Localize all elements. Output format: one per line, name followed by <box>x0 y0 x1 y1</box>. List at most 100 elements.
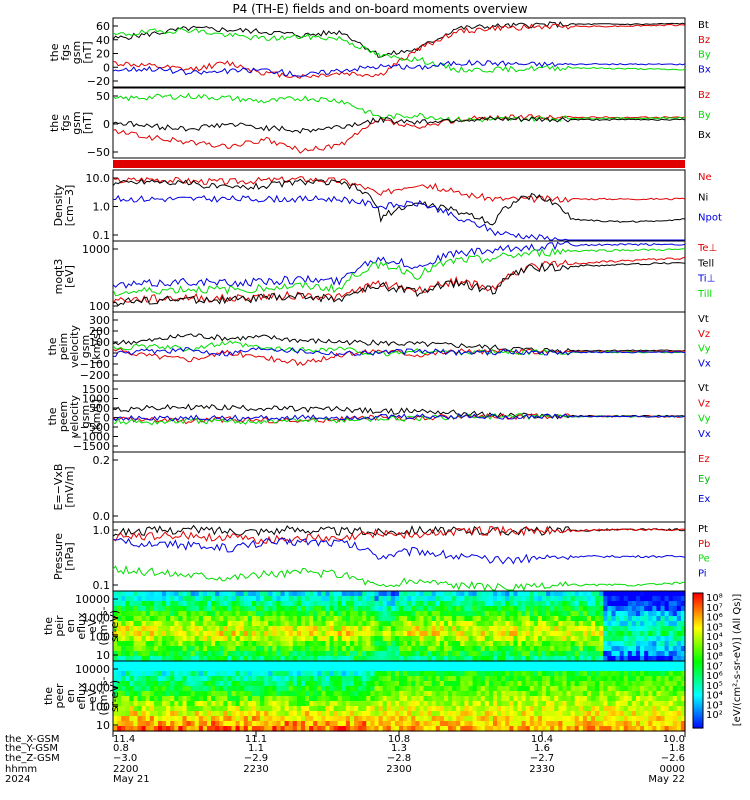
heatmap-cell <box>137 656 143 662</box>
heatmap-cell <box>162 626 167 632</box>
heatmap-cell <box>484 636 490 642</box>
heatmap-cell <box>174 721 179 727</box>
heatmap-cell <box>631 676 637 682</box>
heatmap-cell <box>305 626 310 632</box>
heatmap-cell <box>231 596 237 602</box>
heatmap-cell <box>595 591 600 597</box>
heatmap-cell <box>211 636 216 642</box>
heatmap-cell <box>272 656 278 662</box>
heatmap-cell <box>513 686 519 692</box>
heatmap-cell <box>178 696 184 702</box>
heatmap-cell <box>186 651 192 657</box>
heatmap-cell <box>354 701 359 707</box>
heatmap-cell <box>247 726 253 732</box>
heatmap-cell <box>394 616 400 622</box>
heatmap-cell <box>595 601 600 607</box>
heatmap-cell <box>317 631 322 637</box>
heatmap-cell <box>603 676 608 682</box>
heatmap-cell <box>223 656 228 662</box>
heatmap-cell <box>464 591 470 597</box>
heatmap-cell <box>599 651 604 657</box>
heatmap-cell <box>497 711 502 717</box>
heatmap-cell <box>268 636 273 642</box>
heatmap-cell <box>349 701 355 707</box>
heatmap-cell <box>668 661 674 667</box>
heatmap-cell <box>599 646 604 652</box>
heatmap-cell <box>570 671 576 677</box>
heatmap-cell <box>627 656 633 662</box>
heatmap-cell <box>235 591 241 597</box>
heatmap-cell <box>251 651 257 657</box>
heatmap-cell <box>349 616 355 622</box>
heatmap-cell <box>562 626 568 632</box>
heatmap-cell <box>456 611 461 617</box>
heatmap-cell <box>113 621 118 627</box>
heatmap-cell <box>133 711 139 717</box>
heatmap-cell <box>427 626 433 632</box>
colorbar-segment <box>693 597 703 601</box>
heatmap-cell <box>296 666 302 672</box>
heatmap-cell <box>349 591 355 597</box>
heatmap-cell <box>676 706 682 712</box>
heatmap-cell <box>631 686 637 692</box>
heatmap-cell <box>260 631 265 637</box>
heatmap-cell <box>640 591 645 597</box>
heatmap-cell <box>370 636 376 642</box>
heatmap-cell <box>296 701 302 707</box>
panel-frame <box>112 87 686 159</box>
heatmap-cell <box>627 721 633 727</box>
heatmap-cell <box>174 641 179 647</box>
heatmap-cell <box>484 596 490 602</box>
heatmap-cell <box>403 691 408 697</box>
heatmap-cell <box>227 671 233 677</box>
heatmap-cell <box>202 696 208 702</box>
heatmap-cell <box>468 591 474 597</box>
heatmap-cell <box>280 631 286 637</box>
heatmap-cell <box>599 716 604 722</box>
heatmap-cell <box>333 596 339 602</box>
heatmap-cell <box>198 701 204 707</box>
heatmap-cell <box>403 606 408 612</box>
heatmap-cell <box>497 656 502 662</box>
heatmap-cell <box>521 666 527 672</box>
heatmap-cell <box>260 646 265 652</box>
legend-entry: Ez <box>698 454 710 465</box>
heatmap-cell <box>264 621 269 627</box>
heatmap-cell <box>223 681 228 687</box>
heatmap-cell <box>501 656 506 662</box>
heatmap-cell <box>219 701 224 707</box>
heatmap-cell <box>476 646 482 652</box>
heatmap-cell <box>223 701 228 707</box>
heatmap-cell <box>595 651 600 657</box>
heatmap-cell <box>648 701 653 707</box>
heatmap-cell <box>145 696 151 702</box>
heatmap-cell <box>652 656 657 662</box>
heatmap-cell <box>443 676 449 682</box>
heatmap-cell <box>309 671 314 677</box>
heatmap-cell <box>251 661 257 667</box>
heatmap-cell <box>215 611 220 617</box>
colorbar-segment <box>693 631 703 635</box>
heatmap-cell <box>153 631 159 637</box>
heatmap-cell <box>133 661 139 667</box>
colorbar-segment <box>693 602 703 605</box>
heatmap-cell <box>591 651 596 657</box>
heatmap-cell <box>276 641 282 647</box>
heatmap-cell <box>574 606 580 612</box>
colorbar-segment <box>693 595 703 599</box>
heatmap-cell <box>623 716 629 722</box>
heatmap-cell <box>607 701 613 707</box>
heatmap-cell <box>431 671 437 677</box>
heatmap-cell <box>505 696 510 702</box>
heatmap-cell <box>513 701 519 707</box>
heatmap-cell <box>280 706 286 712</box>
heatmap-cell <box>468 681 474 687</box>
heatmap-cell <box>640 636 645 642</box>
heatmap-cell <box>129 666 135 672</box>
heatmap-cell <box>157 631 163 637</box>
heatmap-cell <box>484 696 490 702</box>
heatmap-cell <box>374 606 380 612</box>
heatmap-cell <box>166 601 171 607</box>
heatmap-cell <box>509 706 514 712</box>
heatmap-cell <box>345 726 351 732</box>
